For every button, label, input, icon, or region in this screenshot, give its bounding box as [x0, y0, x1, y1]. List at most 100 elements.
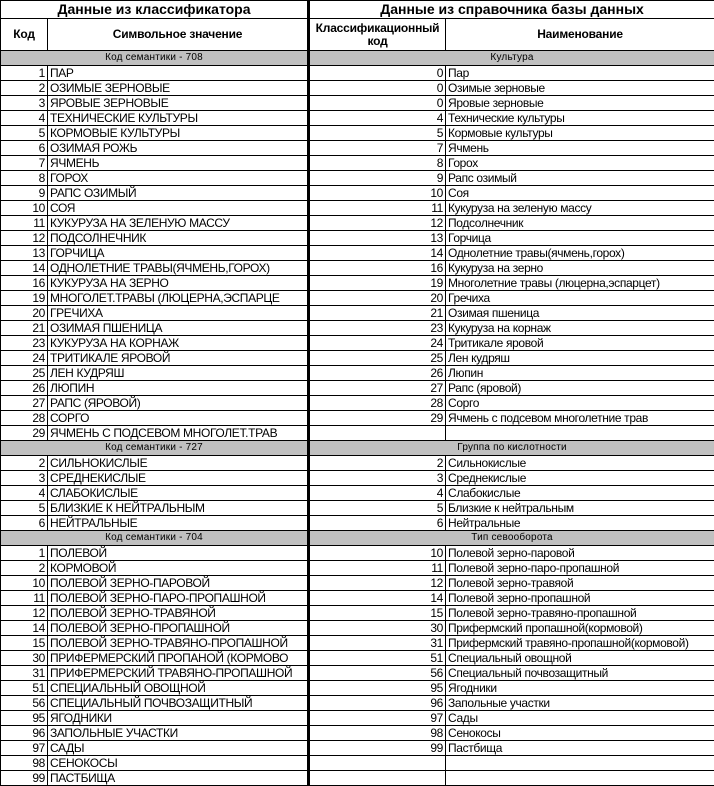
- class-code-cell: 13: [309, 231, 446, 246]
- class-code-cell: 26: [309, 366, 446, 381]
- name-cell: Полевой зерно-травяно-пропашной: [446, 606, 714, 621]
- symbolic-value-cell: ПОЛЕВОЙ: [48, 546, 309, 561]
- name-cell: Полевой зерно-пропашной: [446, 591, 714, 606]
- symbolic-value-cell: ЯГОДНИКИ: [48, 711, 309, 726]
- class-code-cell: 12: [309, 216, 446, 231]
- code-cell: 23: [1, 336, 48, 351]
- symbolic-value-cell: ЛЮПИН: [48, 381, 309, 396]
- class-code-cell: 14: [309, 591, 446, 606]
- group-header-row: Данные из классификатора Данные из справ…: [1, 1, 714, 19]
- code-cell: 51: [1, 681, 48, 696]
- class-code-cell: 25: [309, 351, 446, 366]
- code-cell: 1: [1, 546, 48, 561]
- name-cell: Прифермский пропашной(кормовой): [446, 621, 714, 636]
- code-cell: 25: [1, 366, 48, 381]
- class-code-cell: 14: [309, 246, 446, 261]
- col-class-code: Классификационный код: [309, 19, 446, 51]
- code-cell: 29: [1, 426, 48, 441]
- class-code-cell: 27: [309, 381, 446, 396]
- class-code-cell: 3: [309, 471, 446, 486]
- class-code-cell: 20: [309, 291, 446, 306]
- code-cell: 5: [1, 126, 48, 141]
- code-cell: 4: [1, 486, 48, 501]
- column-header-row: Код Символьное значение Классификационны…: [1, 19, 714, 51]
- name-cell: Среднекислые: [446, 471, 714, 486]
- code-cell: 1: [1, 66, 48, 81]
- symbolic-value-cell: ПРИФЕРМЕРСКИЙ ПРОПАНОЙ (КОРМОВО: [48, 651, 309, 666]
- name-cell: Сенокосы: [446, 726, 714, 741]
- symbolic-value-cell: ОДНОЛЕТНИЕ ТРАВЫ(ЯЧМЕНЬ,ГОРОХ): [48, 261, 309, 276]
- symbolic-value-cell: КУКУРУЗА НА КОРНАЖ: [48, 336, 309, 351]
- class-code-cell: 21: [309, 306, 446, 321]
- class-code-cell: 5: [309, 501, 446, 516]
- name-cell: Кукуруза на зеленую массу: [446, 201, 714, 216]
- symbolic-value-cell: ПОЛЕВОЙ ЗЕРНО-ТРАВЯНО-ПРОПАШНОЙ: [48, 636, 309, 651]
- code-cell: 56: [1, 696, 48, 711]
- section-database-title: Культура: [309, 51, 714, 66]
- symbolic-value-cell: СОРГО: [48, 411, 309, 426]
- col-name: Наименование: [446, 19, 714, 51]
- symbolic-value-cell: ГОРЧИЦА: [48, 246, 309, 261]
- name-cell: Пастбища: [446, 741, 714, 756]
- code-cell: 99: [1, 771, 48, 786]
- name-cell: Сорго: [446, 396, 714, 411]
- name-cell: Сильнокислые: [446, 456, 714, 471]
- class-code-cell: 11: [309, 201, 446, 216]
- name-cell: Многолетние травы (люцерна,эспарцет): [446, 276, 714, 291]
- code-cell: 3: [1, 96, 48, 111]
- name-cell: Полевой зерно-паровой: [446, 546, 714, 561]
- class-code-cell: 6: [309, 516, 446, 531]
- code-cell: 2: [1, 81, 48, 96]
- class-code-cell: 0: [309, 96, 446, 111]
- database-group-header: Данные из справочника базы данных: [309, 1, 714, 19]
- class-code-cell: 10: [309, 186, 446, 201]
- class-code-cell: 8: [309, 156, 446, 171]
- name-cell: Горчица: [446, 231, 714, 246]
- class-code-cell: 16: [309, 261, 446, 276]
- symbolic-value-cell: КУКУРУЗА НА ЗЕРНО: [48, 276, 309, 291]
- symbolic-value-cell: ПАСТБИЩА: [48, 771, 309, 786]
- symbolic-value-cell: КОРМОВОЙ: [48, 561, 309, 576]
- code-cell: 10: [1, 201, 48, 216]
- code-cell: 31: [1, 666, 48, 681]
- symbolic-value-cell: ТРИТИКАЛЕ ЯРОВОЙ: [48, 351, 309, 366]
- class-code-cell: 31: [309, 636, 446, 651]
- name-cell: Люпин: [446, 366, 714, 381]
- symbolic-value-cell: СИЛЬНОКИСЛЫЕ: [48, 456, 309, 471]
- symbolic-value-cell: САДЫ: [48, 741, 309, 756]
- symbolic-value-cell: ОЗИМАЯ ПШЕНИЦА: [48, 321, 309, 336]
- code-cell: 14: [1, 261, 48, 276]
- name-cell: Сады: [446, 711, 714, 726]
- name-cell: Прифермский травяно-пропашной(кормовой): [446, 636, 714, 651]
- name-cell: Близкие к нейтральным: [446, 501, 714, 516]
- symbolic-value-cell: СПЕЦИАЛЬНЫЙ ОВОЩНОЙ: [48, 681, 309, 696]
- symbolic-value-cell: СРЕДНЕКИСЛЫЕ: [48, 471, 309, 486]
- class-code-cell: 11: [309, 561, 446, 576]
- name-cell: Однолетние травы(ячмень,горох): [446, 246, 714, 261]
- symbolic-value-cell: БЛИЗКИЕ К НЕЙТРАЛЬНЫМ: [48, 501, 309, 516]
- name-cell: Пар: [446, 66, 714, 81]
- class-code-cell: 0: [309, 81, 446, 96]
